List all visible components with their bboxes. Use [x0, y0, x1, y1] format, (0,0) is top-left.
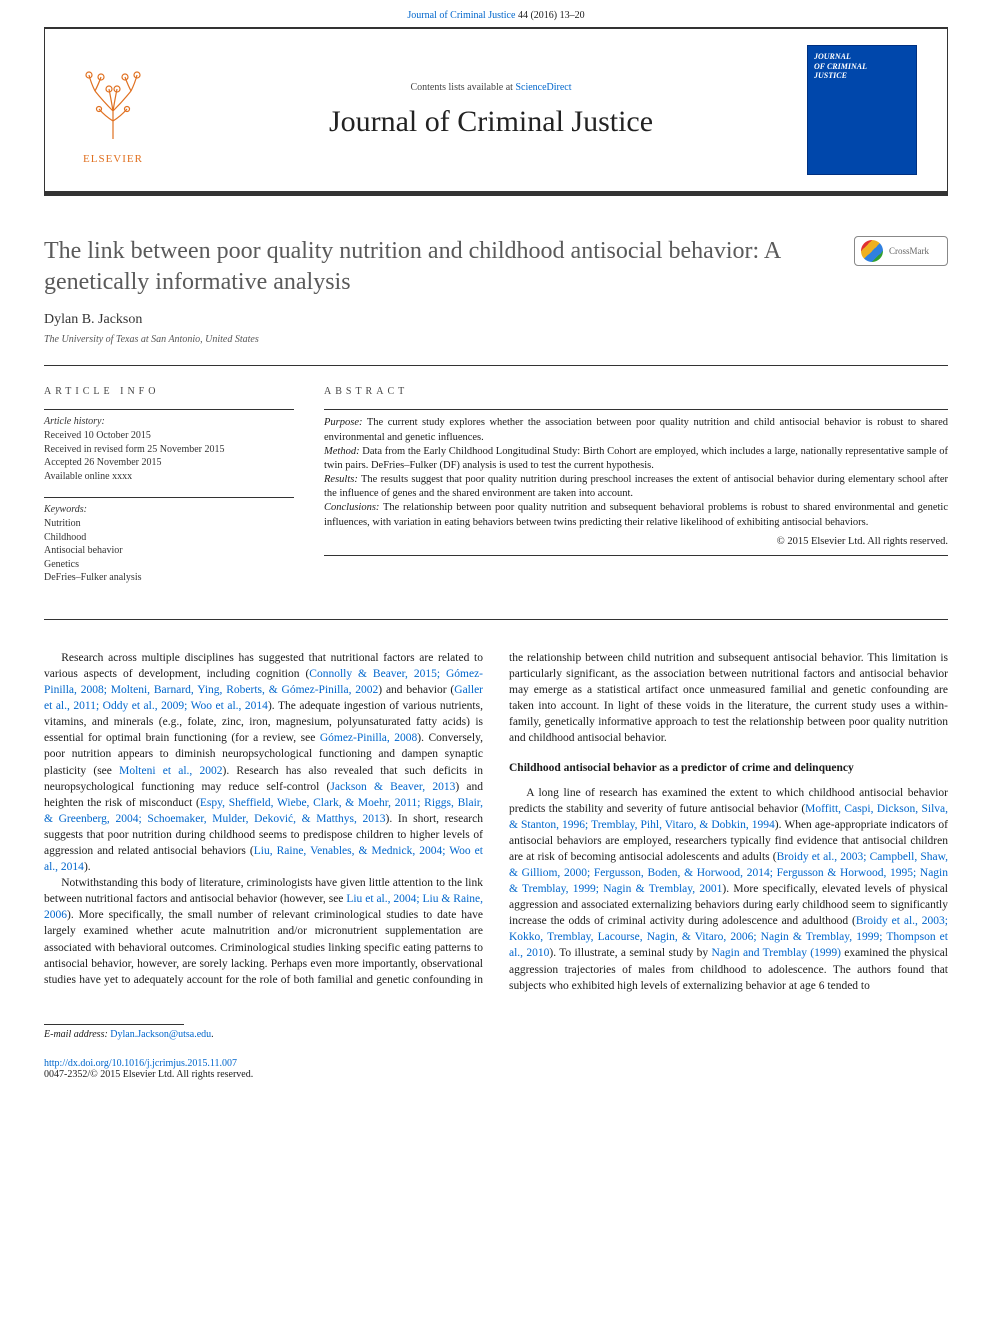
online-date: Available online xxxx [44, 470, 294, 484]
revised-date: Received in revised form 25 November 201… [44, 443, 294, 457]
divider [44, 365, 948, 366]
section-heading: Childhood antisocial behavior as a predi… [509, 760, 948, 776]
sciencedirect-link[interactable]: ScienceDirect [515, 82, 571, 93]
divider [324, 409, 948, 410]
publisher-logo-block: ELSEVIER [65, 55, 175, 165]
crossmark-label: CrossMark [889, 246, 929, 256]
paragraph: Research across multiple disciplines has… [44, 650, 483, 875]
author-name: Dylan B. Jackson [44, 312, 854, 328]
elsevier-tree-icon [73, 61, 153, 147]
journal-banner: ELSEVIER Contents lists available at Sci… [44, 27, 948, 196]
abstract-copyright: © 2015 Elsevier Ltd. All rights reserved… [324, 536, 948, 547]
citation-link[interactable]: Nagin and Tremblay (1999) [712, 947, 841, 959]
abstract-text: Purpose: The current study explores whet… [324, 416, 948, 529]
divider [324, 555, 948, 556]
abstract-column: ABSTRACT Purpose: The current study expl… [324, 386, 948, 599]
keyword: DeFries–Fulker analysis [44, 571, 294, 585]
crossmark-icon [861, 240, 883, 262]
corresponding-email: E-mail address: Dylan.Jackson@utsa.edu. [44, 1029, 948, 1040]
journal-cover-block: JOURNAL OF CRIMINAL JUSTICE [807, 45, 927, 175]
accepted-date: Accepted 26 November 2015 [44, 456, 294, 470]
paragraph: A long line of research has examined the… [509, 785, 948, 994]
keyword: Childhood [44, 531, 294, 545]
body-text: Research across multiple disciplines has… [44, 650, 948, 994]
banner-center: Contents lists available at ScienceDirec… [175, 82, 807, 139]
keyword: Antisocial behavior [44, 544, 294, 558]
divider [44, 409, 294, 410]
crossmark-badge[interactable]: CrossMark [854, 236, 948, 266]
running-header-vol: 44 (2016) 13–20 [518, 10, 585, 21]
page-footer: E-mail address: Dylan.Jackson@utsa.edu. … [44, 1024, 948, 1080]
footnote-rule [44, 1024, 184, 1025]
keyword: Nutrition [44, 517, 294, 531]
divider [44, 497, 294, 498]
contents-available-line: Contents lists available at ScienceDirec… [175, 82, 807, 93]
abstract-label: ABSTRACT [324, 386, 948, 397]
email-link[interactable]: Dylan.Jackson@utsa.edu [110, 1029, 211, 1040]
citation-link[interactable]: Gómez-Pinilla, 2008 [320, 732, 417, 744]
divider [44, 619, 948, 620]
history-heading: Article history: [44, 416, 294, 427]
received-date: Received 10 October 2015 [44, 429, 294, 443]
citation-link[interactable]: Jackson & Beaver, 2013 [330, 781, 455, 793]
elsevier-wordmark: ELSEVIER [83, 153, 143, 165]
issn-copyright: 0047-2352/© 2015 Elsevier Ltd. All right… [44, 1069, 253, 1080]
running-header: Journal of Criminal Justice 44 (2016) 13… [0, 0, 992, 27]
cover-title: JOURNAL OF CRIMINAL JUSTICE [814, 52, 910, 81]
article-info-label: ARTICLE INFO [44, 386, 294, 397]
article-title: The link between poor quality nutrition … [44, 236, 854, 298]
author-affiliation: The University of Texas at San Antonio, … [44, 334, 854, 345]
keywords-heading: Keywords: [44, 504, 294, 515]
journal-title: Journal of Criminal Justice [175, 105, 807, 139]
article-info-column: ARTICLE INFO Article history: Received 1… [44, 386, 294, 599]
journal-cover-thumbnail[interactable]: JOURNAL OF CRIMINAL JUSTICE [807, 45, 917, 175]
keyword: Genetics [44, 558, 294, 572]
citation-link[interactable]: Molteni et al., 2002 [119, 765, 222, 777]
doi-link[interactable]: http://dx.doi.org/10.1016/j.jcrimjus.201… [44, 1058, 237, 1069]
running-header-link[interactable]: Journal of Criminal Justice [407, 10, 515, 21]
elsevier-logo[interactable]: ELSEVIER [65, 55, 161, 165]
